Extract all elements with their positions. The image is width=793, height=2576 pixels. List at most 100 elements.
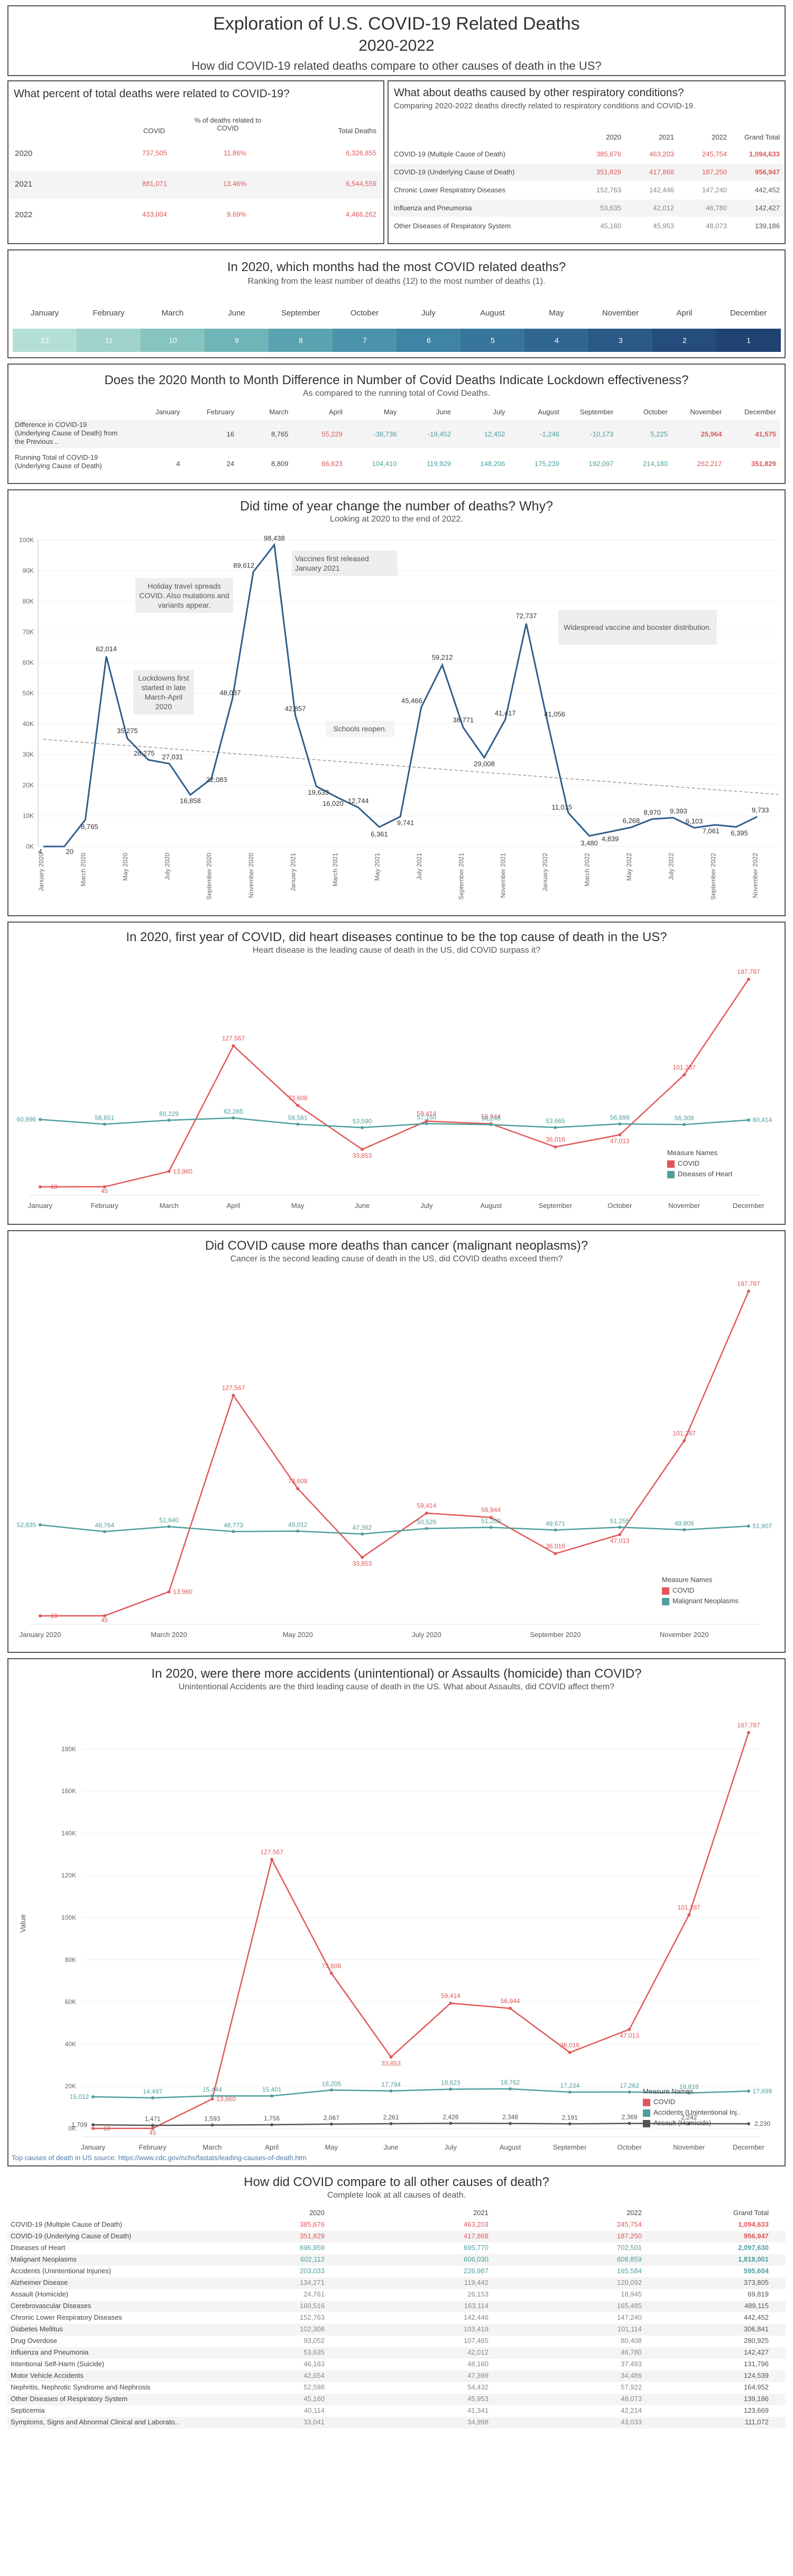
trend-data-label: 4 [38, 848, 42, 855]
heart-point [683, 1073, 686, 1077]
rank-cell: 7 [333, 329, 397, 352]
rank-month-label: July [421, 309, 436, 318]
heart-panel: In 2020, first year of COVID, did heart … [7, 922, 786, 1225]
acc-x-tick: July [445, 2143, 457, 2151]
resp-table-subtitle: Comparing 2020-2022 deaths directly rela… [394, 101, 696, 110]
cancer-data-label: 51,640 [159, 1517, 179, 1524]
cancer-series-line [40, 1291, 750, 1617]
rank-subtitle: Ranking from the least number of deaths … [247, 277, 546, 286]
all-row-name: Other Diseases of Respiratory System [11, 2395, 128, 2403]
all-row-value: 33,041 [303, 2418, 325, 2426]
all-row-name: COVID-19 (Underlying Cause of Death) [11, 2232, 132, 2240]
cancer-data-label: 56,944 [481, 1506, 501, 1514]
heart-data-label: 60,229 [159, 1110, 179, 1118]
all-row-value: 165,485 [617, 2302, 642, 2310]
acc-data-label: 187,787 [737, 1722, 760, 1729]
trend-x-tick: September 2020 [206, 853, 213, 900]
all-row-value: 34,486 [621, 2372, 642, 2379]
acc-point [270, 2123, 274, 2126]
heart-point [618, 1122, 622, 1126]
pct-row-year: 2021 [15, 180, 33, 189]
acc-data-label: 1,709 [71, 2121, 87, 2128]
all-row-value: 442,452 [744, 2313, 769, 2321]
all-row-value: 46,163 [303, 2360, 325, 2368]
pct-row-total: 6,326,855 [346, 149, 376, 157]
mom-month-header: December [744, 408, 776, 416]
cancer-data-label: 52,635 [17, 1521, 36, 1529]
resp-row-value: 463,203 [649, 150, 674, 158]
rank-month-label: June [228, 309, 245, 318]
all-row-value: 417,868 [464, 2232, 488, 2240]
acc-data-label: 17,794 [381, 2081, 401, 2088]
heart-data-label: 56,561 [288, 1114, 308, 1122]
trend-data-label: 38,771 [453, 716, 474, 724]
acc-data-label: 17,234 [560, 2082, 579, 2089]
mom-month-header: November [690, 408, 722, 416]
resp-row-name: Influenza and Pneumonia [394, 204, 472, 212]
acc-y-tick: 20K [65, 2082, 76, 2090]
trend-data-label: 6,361 [371, 830, 388, 838]
acc-point [151, 2096, 154, 2100]
acc-series-line [93, 2123, 749, 2126]
cancer-data-label: 49,671 [546, 1520, 565, 1527]
all-row-value: 18,945 [621, 2290, 642, 2298]
acc-data-label: 2,369 [622, 2114, 638, 2121]
all-causes-panel: How did COVID compare to all other cause… [7, 2172, 786, 2571]
heart-data-label: 33,853 [353, 1152, 372, 1159]
acc-point [747, 2122, 750, 2126]
all-row-value: 124,539 [744, 2372, 769, 2379]
acc-data-label: 1,593 [204, 2115, 220, 2123]
rank-panel: In 2020, which months had the most COVID… [7, 249, 786, 358]
all-row-value: 41,341 [467, 2406, 488, 2414]
all-row-name: Septicemia [11, 2406, 45, 2414]
all-row-value: 142,446 [464, 2313, 488, 2321]
trend-title: Did time of year change the number of de… [240, 499, 553, 514]
all-row-name: Motor Vehicle Accidents [11, 2372, 84, 2379]
heart-point [39, 1118, 42, 1121]
resp-row-value: 417,868 [649, 168, 674, 176]
all-row-name: Assault (Homicide) [11, 2290, 69, 2298]
heart-data-label: 101,287 [672, 1064, 696, 1071]
trend-data-label: 9,393 [670, 807, 687, 815]
pct-row-covid: 433,004 [142, 210, 167, 218]
heart-point [747, 978, 750, 981]
trend-panel: Did time of year change the number of de… [7, 489, 786, 916]
all-row-value: 463,203 [464, 2220, 488, 2228]
heart-x-tick: June [355, 1202, 370, 1210]
acc-y-tick: 120K [61, 1872, 76, 1879]
trend-data-label: 11,015 [551, 803, 572, 811]
source-link[interactable]: https://www.cdc.gov/nchs/fastats/leading… [118, 2154, 307, 2162]
all-row-value: 385,676 [300, 2220, 325, 2228]
all-row-value: 351,829 [300, 2232, 325, 2240]
all-row-value: 101,114 [617, 2325, 642, 2333]
resp-col-header: Grand Total [744, 133, 780, 141]
accidents-panel: In 2020, were there more accidents (unin… [7, 1658, 786, 2166]
cancer-point [554, 1528, 557, 1532]
cancer-point [232, 1530, 235, 1533]
all-row-value: 43,033 [621, 2418, 642, 2426]
mom-row1-value: 25,964 [700, 430, 722, 438]
cancer-data-label: 48,764 [95, 1521, 114, 1529]
heart-subtitle: Heart disease is the leading cause of de… [252, 946, 541, 955]
heart-point [103, 1122, 106, 1126]
all-row-name: Nephritis, Nephrotic Syndrome and Nephro… [11, 2383, 151, 2391]
all-row-value: 280,925 [744, 2337, 769, 2345]
acc-x-tick: January [81, 2143, 106, 2151]
heart-data-label: 36,016 [546, 1136, 565, 1143]
heart-x-tick: December [733, 1202, 765, 1210]
rank-month-label: March [161, 309, 184, 318]
acc-data-label: 2,348 [502, 2114, 518, 2121]
acc-point [568, 2051, 571, 2054]
all-row-value: 152,763 [300, 2313, 325, 2321]
all-causes-subtitle: Complete look at all causes of death. [327, 2191, 466, 2200]
cancer-x-tick: September 2020 [530, 1631, 580, 1639]
acc-point [628, 2028, 631, 2031]
all-row-name: Intentional Self-Harm (Suicide) [11, 2360, 105, 2368]
heart-point [554, 1145, 557, 1149]
trend-y-tick: 70K [23, 628, 34, 636]
heart-data-label: 56,651 [95, 1114, 114, 1121]
acc-data-label: 2,230 [754, 2120, 770, 2127]
resp-row-value: 956,947 [755, 168, 780, 176]
mom-row2-value: 8,809 [271, 460, 289, 468]
pct-row-year: 2020 [15, 149, 33, 158]
